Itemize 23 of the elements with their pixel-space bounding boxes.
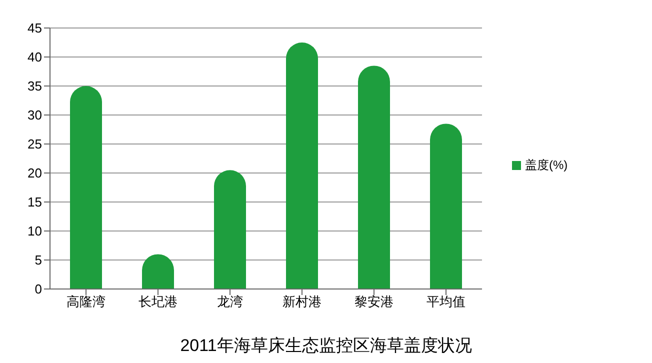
x-tick-label: 新村港 xyxy=(282,294,322,310)
bar xyxy=(214,170,246,289)
bar xyxy=(430,124,462,289)
y-tick-label: 15 xyxy=(28,194,42,210)
x-tick-label: 黎安港 xyxy=(354,294,394,310)
x-tick-label: 平均值 xyxy=(426,294,466,310)
y-tick-label: 10 xyxy=(28,224,42,239)
y-tick-label: 25 xyxy=(28,136,42,152)
bar xyxy=(70,86,102,289)
y-tick-label: 45 xyxy=(28,20,42,36)
x-tick-label: 龙湾 xyxy=(217,294,243,310)
y-tick-label: 0 xyxy=(34,282,42,297)
y-tick-label: 40 xyxy=(28,50,42,65)
y-tick-label: 5 xyxy=(34,252,42,268)
y-tick-label: 30 xyxy=(28,108,42,123)
text: 2011年海草床生态监控区海草盖度状况 xyxy=(179,335,473,357)
legend-label: 盖度(%) xyxy=(525,158,568,172)
x-tick-label: 长圮港 xyxy=(138,294,178,310)
x-tick-label: 高隆湾 xyxy=(66,294,106,310)
y-tick-label: 35 xyxy=(28,78,42,94)
bar xyxy=(286,42,318,289)
y-tick-label: 20 xyxy=(28,166,42,181)
bar xyxy=(358,66,390,289)
